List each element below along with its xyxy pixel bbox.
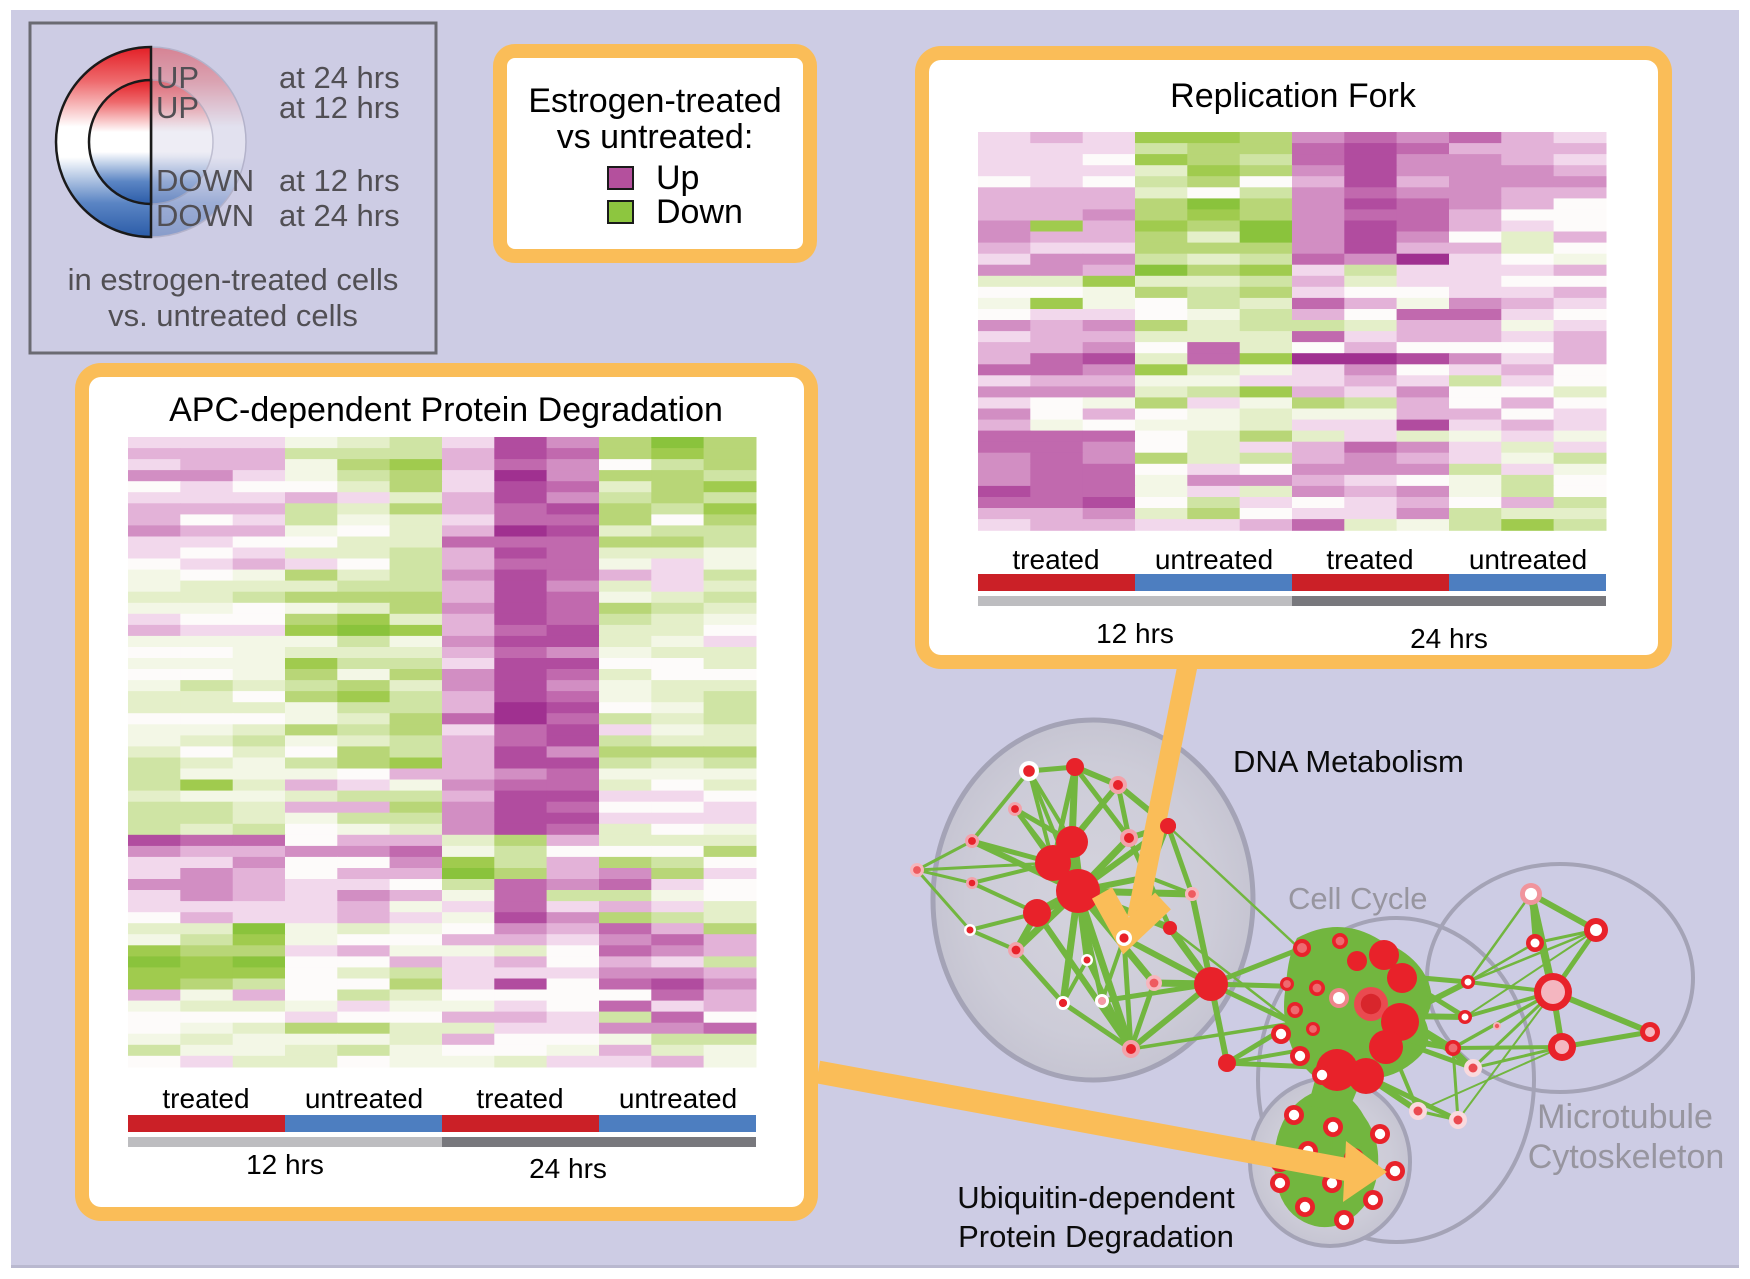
svg-text:at 12 hrs: at 12 hrs <box>279 163 400 198</box>
svg-text:at 24 hrs: at 24 hrs <box>279 60 400 95</box>
svg-text:Microtubule: Microtubule <box>1537 1098 1713 1136</box>
svg-text:Down: Down <box>656 193 743 231</box>
svg-text:Cytoskeleton: Cytoskeleton <box>1528 1138 1725 1176</box>
svg-text:at 24 hrs: at 24 hrs <box>279 198 400 233</box>
svg-text:UP: UP <box>156 60 199 95</box>
svg-text:treated: treated <box>162 1083 249 1114</box>
svg-text:DOWN: DOWN <box>156 198 254 233</box>
svg-text:untreated: untreated <box>619 1083 737 1114</box>
svg-text:Protein Degradation: Protein Degradation <box>958 1219 1234 1254</box>
svg-text:Replication Fork: Replication Fork <box>1170 77 1417 115</box>
svg-text:APC-dependent Protein Degradat: APC-dependent Protein Degradation <box>169 391 723 429</box>
svg-text:Up: Up <box>656 159 699 197</box>
svg-text:UP: UP <box>156 90 199 125</box>
svg-text:12 hrs: 12 hrs <box>246 1149 324 1180</box>
svg-text:in estrogen-treated cells: in estrogen-treated cells <box>68 262 399 297</box>
svg-text:Ubiquitin-dependent: Ubiquitin-dependent <box>957 1180 1235 1215</box>
svg-text:untreated: untreated <box>1469 544 1587 575</box>
svg-text:24 hrs: 24 hrs <box>1410 623 1488 654</box>
svg-text:treated: treated <box>1326 544 1413 575</box>
svg-text:treated: treated <box>1012 544 1099 575</box>
svg-text:24 hrs: 24 hrs <box>529 1153 607 1184</box>
svg-text:DNA Metabolism: DNA Metabolism <box>1233 744 1464 779</box>
svg-text:untreated: untreated <box>1155 544 1273 575</box>
svg-text:Estrogen-treated: Estrogen-treated <box>528 82 781 120</box>
svg-text:treated: treated <box>476 1083 563 1114</box>
svg-text:12 hrs: 12 hrs <box>1096 618 1174 649</box>
svg-text:at 12 hrs: at 12 hrs <box>279 90 400 125</box>
svg-text:untreated: untreated <box>305 1083 423 1114</box>
svg-text:vs. untreated cells: vs. untreated cells <box>108 298 358 333</box>
svg-text:Cell Cycle: Cell Cycle <box>1288 881 1428 916</box>
svg-text:vs untreated:: vs untreated: <box>557 118 754 156</box>
svg-text:DOWN: DOWN <box>156 163 254 198</box>
